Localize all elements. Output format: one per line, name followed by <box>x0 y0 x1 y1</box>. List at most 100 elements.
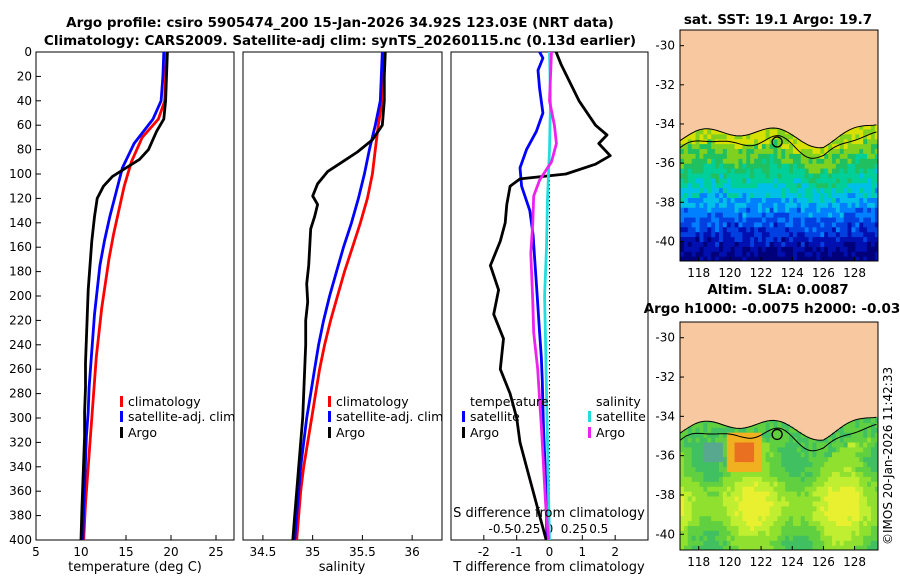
figure-title-line2: Climatology: CARS2009. Satellite-adj cli… <box>44 33 636 49</box>
depth-tick-label: 280 <box>9 387 32 401</box>
temperature-legend: climatology satellite-adj. clim Argo <box>120 394 235 440</box>
longitude-tick-label: 118 <box>687 266 710 280</box>
s-tick-label: -0.5 <box>489 522 512 536</box>
sst-map-tick-labels: 118 120 122 124 126 128 -30 -32 -34 -36 -38 -40 <box>655 39 866 280</box>
legend-s-satellite-swatch <box>588 411 591 422</box>
x-tick-label: 15 <box>118 545 133 559</box>
sla-map-panel: Altim. SLA: 0.0087 Argo h1000: -0.0075 h… <box>644 282 900 569</box>
x-tick-label: 35.5 <box>349 545 376 559</box>
sst-field-cells <box>680 124 878 261</box>
s-difference-tick-labels: -0.5-0.25 0 0.25 0.5 <box>489 522 609 536</box>
longitude-tick-label: 120 <box>718 555 741 569</box>
sla-map-frame <box>679 321 879 551</box>
depth-tick-label: 400 <box>9 533 32 547</box>
salinity-legend-climatology-swatch <box>328 396 331 407</box>
legend-t-argo: Argo <box>470 425 499 440</box>
legend-t-satellite: satellite <box>470 409 520 424</box>
depth-tick-label: 120 <box>9 191 32 205</box>
x-tick-label: 5 <box>32 545 40 559</box>
depth-tick-label: 240 <box>9 338 32 352</box>
line-t-argo <box>488 51 612 541</box>
sla-map-title-line1: Altim. SLA: 0.0087 <box>707 282 848 298</box>
longitude-tick-label: 128 <box>843 555 866 569</box>
longitude-tick-label: 128 <box>843 266 866 280</box>
depth-tick-label: 300 <box>9 411 32 425</box>
depth-tick-label: 360 <box>9 484 32 498</box>
sla-map-tick-labels: 118 120 122 124 126 128 -30 -32 -34 -36 -38 -40 <box>655 331 866 569</box>
shelf-contour <box>680 131 877 159</box>
argo-location-marker <box>771 428 783 441</box>
longitude-tick-label: 126 <box>812 555 835 569</box>
coastline <box>680 124 877 149</box>
salinity-panel: 34.5 35 35.5 36 salinity climatology satell… <box>242 51 443 575</box>
salinity-legend-climatology: climatology <box>336 394 409 409</box>
sla-map-image <box>680 322 878 550</box>
difference-panel: -2 -1 0 1 2 -0.5-0.25 0 0.25 0.5 T difference f… <box>450 51 649 575</box>
temperature-xlabel: temperature (deg C) <box>68 560 202 575</box>
longitude-tick-label: 118 <box>687 555 710 569</box>
x-tick-label: 34.5 <box>250 545 277 559</box>
x-tick-label: 0 <box>546 545 554 559</box>
line-s-argo <box>529 51 558 541</box>
temperature-lines <box>79 51 169 541</box>
x-tick-label: 1 <box>579 545 587 559</box>
legend-t-argo-swatch <box>462 427 465 438</box>
shelf-contour <box>680 423 877 452</box>
s-tick-label: -0.25 <box>509 522 540 536</box>
salinity-legend-argo: Argo <box>336 425 365 440</box>
latitude-tick-label: -36 <box>655 449 675 463</box>
longitude-tick-label: 124 <box>781 266 804 280</box>
depth-tick-label: 160 <box>9 240 32 254</box>
depth-tick-label: 80 <box>17 143 32 157</box>
s-difference-label: S difference from climatology <box>453 506 645 521</box>
line-s-satellite <box>543 51 552 541</box>
line-climatology <box>82 51 168 541</box>
salinity-axes-box <box>242 51 443 541</box>
latitude-tick-label: -36 <box>655 156 675 170</box>
temperature-panel: 0 20 40 60 80 100 120 140 160 180 200 220 240 260 280 3… <box>9 45 235 575</box>
salinity-lines <box>291 51 387 541</box>
legend-salinity-title: salinity <box>596 394 641 409</box>
depth-tick-label: 40 <box>17 94 32 108</box>
difference-lines <box>488 51 612 541</box>
latitude-tick-label: -32 <box>655 78 675 92</box>
longitude-tick-label: 122 <box>750 555 773 569</box>
difference-legend-salinity: salinity satellite Argo <box>588 394 646 440</box>
depth-tick-label: 260 <box>9 362 32 376</box>
longitude-tick-label: 120 <box>718 266 741 280</box>
line-satellite-adj-clim <box>81 51 166 541</box>
longitude-tick-label: 124 <box>781 555 804 569</box>
s-tick-label: 0.5 <box>589 522 608 536</box>
latitude-tick-label: -38 <box>655 195 675 209</box>
x-tick-label: -1 <box>511 545 523 559</box>
watermark: ©IMOS 20-Jan-2026 11:42:33 <box>881 367 895 545</box>
latitude-tick-label: -40 <box>655 234 675 248</box>
salinity-xlabel: salinity <box>319 560 366 575</box>
depth-tick-label: 100 <box>9 167 32 181</box>
longitude-tick-label: 126 <box>812 266 835 280</box>
salinity-legend-argo-swatch <box>328 427 331 438</box>
depth-tick-label: 320 <box>9 435 32 449</box>
depth-tick-label: 340 <box>9 460 32 474</box>
latitude-tick-label: -30 <box>655 39 675 53</box>
x-tick-label: 20 <box>163 545 178 559</box>
sst-map-frame <box>679 29 879 262</box>
difference-legend-temperature: temperature satellite Argo <box>462 394 549 440</box>
depth-tick-label: 380 <box>9 509 32 523</box>
line-satellite-adj-clim <box>293 51 384 541</box>
latitude-tick-label: -38 <box>655 488 675 502</box>
depth-tick-label: 180 <box>9 265 32 279</box>
s-tick-label: 0.25 <box>561 522 588 536</box>
temperature-axes-box <box>35 51 235 541</box>
argo-location-marker <box>771 136 783 148</box>
sla-map-title-line2: Argo h1000: -0.0075 h2000: -0.03 <box>644 301 900 317</box>
legend-s-satellite: satellite <box>596 409 646 424</box>
temperature-legend-satellite: satellite-adj. clim <box>128 409 235 424</box>
sst-map-image <box>680 30 878 261</box>
temperature-legend-climatology: climatology <box>128 394 201 409</box>
salinity-legend-satellite-swatch <box>328 411 331 422</box>
line-argo <box>79 51 169 541</box>
temperature-legend-climatology-swatch <box>120 396 123 407</box>
longitude-tick-label: 122 <box>750 266 773 280</box>
